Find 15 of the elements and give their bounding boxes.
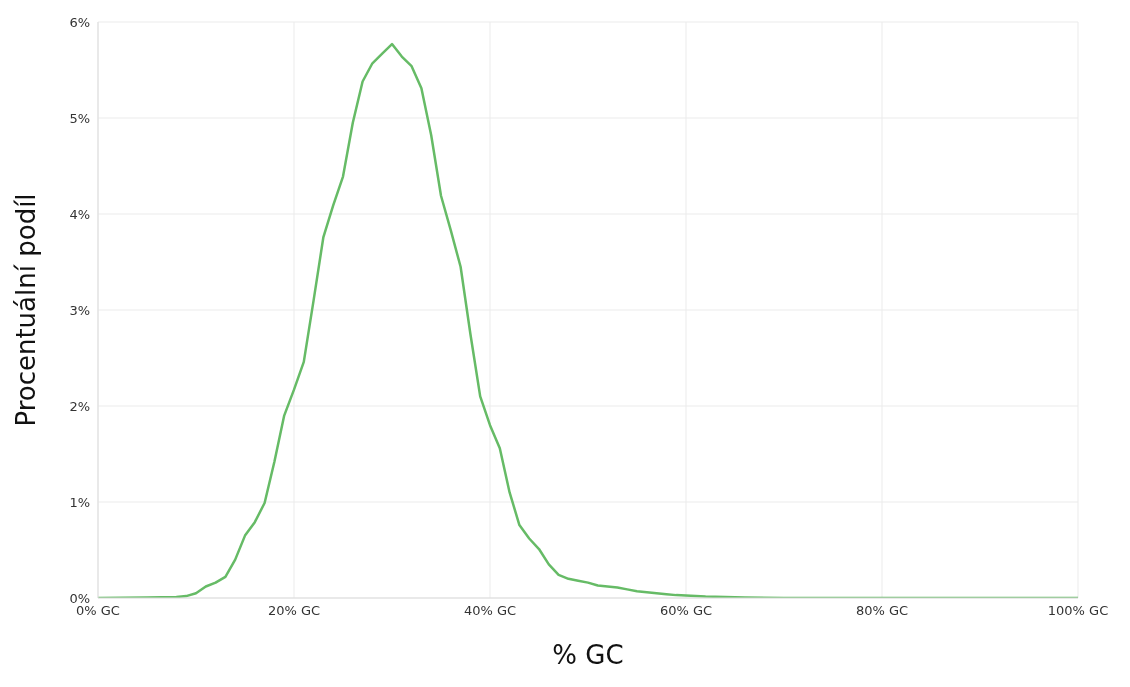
y-axis-title: Procentuální podíl [11, 193, 42, 427]
y-tick-label: 1% [69, 494, 90, 510]
y-tick-label: 5% [69, 110, 90, 126]
y-tick-label: 3% [69, 302, 90, 318]
y-tick-label: 6% [69, 14, 90, 30]
y-tick-label: 4% [69, 206, 90, 222]
x-tick-label: 0% GC [76, 603, 120, 619]
y-tick-label: 0% [69, 590, 90, 606]
x-tick-label: 100% GC [1047, 603, 1109, 619]
x-tick-label: 80% GC [855, 603, 909, 619]
x-axis-title: % GC [552, 640, 624, 670]
x-tick-label: 40% GC [463, 603, 517, 619]
x-tick-label: 60% GC [659, 603, 713, 619]
x-tick-label: 20% GC [267, 603, 321, 619]
y-tick-label: 2% [69, 398, 90, 414]
